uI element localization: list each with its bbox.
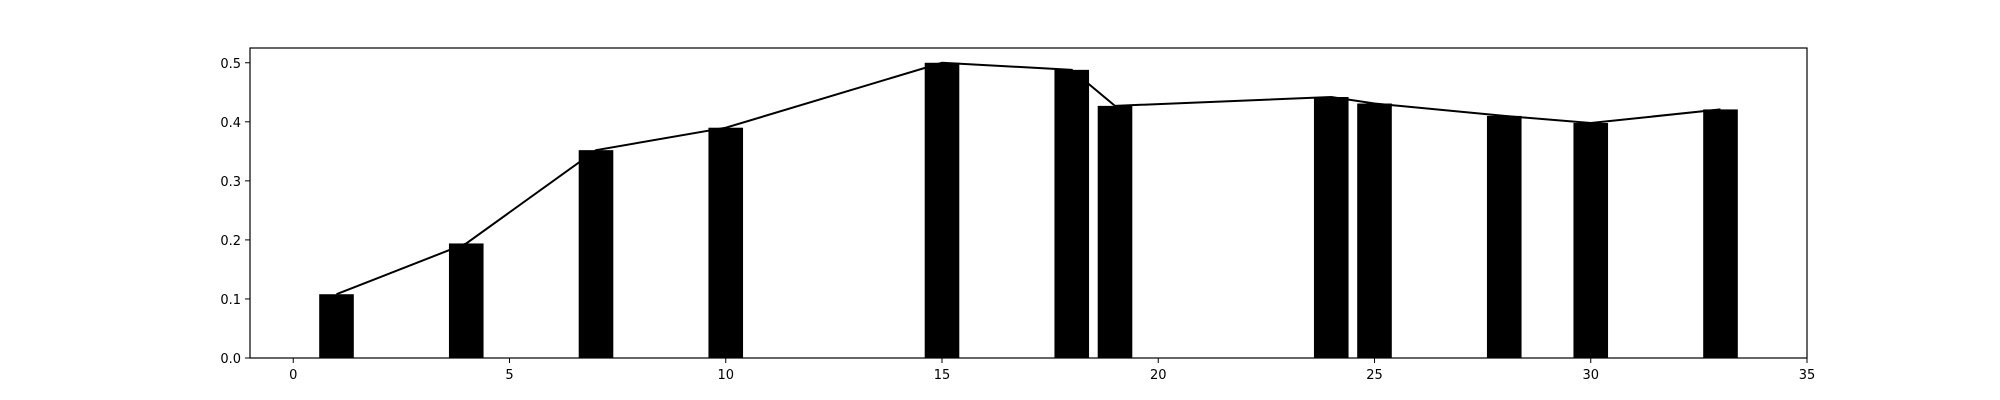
y-tick-label-0: 0.0 [220,352,241,367]
bar-19 [1097,105,1133,359]
bar-10 [708,127,744,359]
bars [319,62,1738,359]
bar-28 [1486,115,1522,359]
x-axis: 0 5 10 15 20 25 30 35 [289,358,1815,383]
y-tick-label-4: 0.4 [220,116,241,131]
y-tick-label-3: 0.3 [220,175,241,190]
trend-line [336,61,1721,296]
y-tick-label-5: 0.5 [220,57,241,72]
y-tick-label-1: 0.1 [220,293,241,308]
x-tick-label-10: 10 [717,368,734,383]
x-tick-label-20: 20 [1150,368,1167,383]
x-tick-label-0: 0 [289,368,297,383]
x-tick-label-30: 30 [1582,368,1599,383]
plot-frame [249,47,1808,359]
bar-1 [319,294,354,358]
y-tick-label-2: 0.2 [220,234,241,249]
bar-24 [1313,97,1349,358]
bar-30 [1573,122,1609,359]
trend-line-layer [336,61,1721,296]
x-tick-label-15: 15 [934,368,951,383]
bar-33 [1703,109,1738,358]
bar-18 [1054,69,1090,358]
x-tick-label-5: 5 [505,368,513,383]
x-tick-label-25: 25 [1366,368,1383,383]
bar-25 [1357,103,1392,358]
y-axis: 0.0 0.1 0.2 0.3 0.4 0.5 [220,57,250,367]
bar-15 [924,62,960,358]
x-tick-label-35: 35 [1799,368,1816,383]
bar-7 [578,150,614,358]
bar-4 [448,243,484,358]
